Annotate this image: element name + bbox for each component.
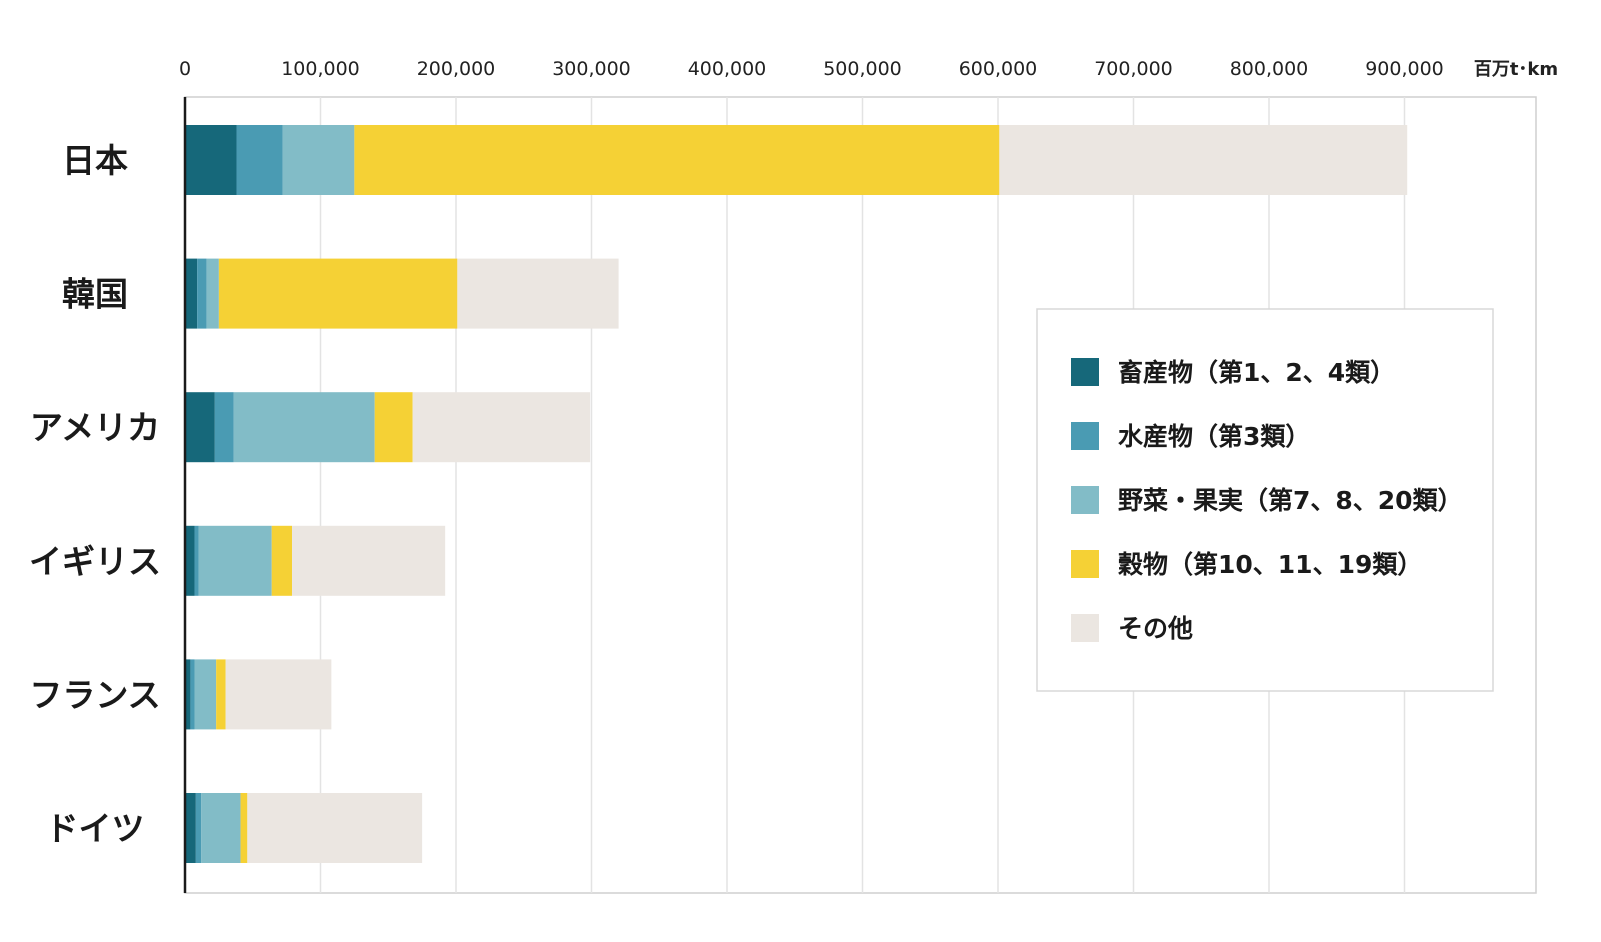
bar-segment (457, 258, 619, 329)
legend-label: その他 (1118, 614, 1193, 643)
bar-segment (216, 659, 226, 730)
legend-swatch (1071, 486, 1099, 514)
bar-segment (374, 392, 413, 463)
category-label: ドイツ (46, 809, 145, 848)
legend-label: 畜産物（第1、2、4類） (1118, 358, 1395, 387)
x-tick-label: 900,000 (1365, 58, 1444, 80)
legend-label: 野菜・果実（第7、8、20類） (1118, 486, 1463, 515)
bar-segment (225, 659, 332, 730)
bar-segment (412, 392, 591, 463)
bar-segment (354, 125, 1000, 195)
axis-layer: 0 100,000 200,000 300,000 400,000 500,000 600,… (29, 58, 1558, 893)
bar-segment (214, 392, 234, 463)
bar-segment (185, 258, 198, 329)
legend-swatch (1071, 422, 1099, 450)
x-tick-label: 300,000 (552, 58, 631, 80)
category-label: 韓国 (62, 275, 128, 314)
x-tick-label: 700,000 (1094, 58, 1173, 80)
bar-segment (190, 659, 195, 730)
x-tick-label: 100,000 (281, 58, 360, 80)
x-tick-label: 200,000 (417, 58, 496, 80)
bar-segment (282, 125, 355, 195)
bar-segment (206, 258, 219, 329)
bar-segment (185, 659, 191, 730)
x-tick-label: 500,000 (823, 58, 902, 80)
bar-segment (999, 125, 1408, 195)
bar-segment (197, 258, 207, 329)
bar-segment (185, 392, 215, 463)
bar-segment (194, 659, 217, 730)
legend-swatch (1071, 358, 1099, 386)
bar-segment (292, 525, 446, 596)
bar-layer (185, 125, 1408, 863)
x-tick-label: 800,000 (1230, 58, 1309, 80)
category-label: イギリス (29, 542, 161, 581)
legend-swatch (1071, 550, 1099, 578)
legend-label: 穀物（第10、11、19類） (1118, 550, 1422, 579)
unit-label: 百万t･km (1474, 59, 1558, 80)
x-tick-label: 400,000 (688, 58, 767, 80)
bar-segment (201, 793, 241, 863)
bar-segment (185, 793, 196, 863)
category-label: 日本 (62, 141, 128, 180)
category-label: フランス (29, 675, 160, 714)
x-tick-label: 0 (179, 58, 191, 80)
bar-segment (195, 793, 202, 863)
category-label: アメリカ (30, 408, 160, 447)
legend-box (1036, 308, 1494, 692)
bar-segment (198, 525, 272, 596)
bar-segment (218, 258, 458, 329)
bar-segment (247, 793, 423, 863)
bar-segment (185, 525, 195, 596)
x-tick-label: 600,000 (959, 58, 1038, 80)
bar-segment (240, 793, 248, 863)
bar-segment (271, 525, 293, 596)
legend-label: 水産物（第3類） (1118, 422, 1310, 451)
bar-segment (233, 392, 375, 463)
bar-segment (236, 125, 283, 195)
legend-swatch (1071, 614, 1099, 642)
bar-segment (194, 525, 199, 596)
legend: 畜産物（第1、2、4類） 水産物（第3類） 野菜・果実（第7、8、20類） 穀物（第1… (1036, 308, 1494, 692)
bar-segment (185, 125, 237, 195)
